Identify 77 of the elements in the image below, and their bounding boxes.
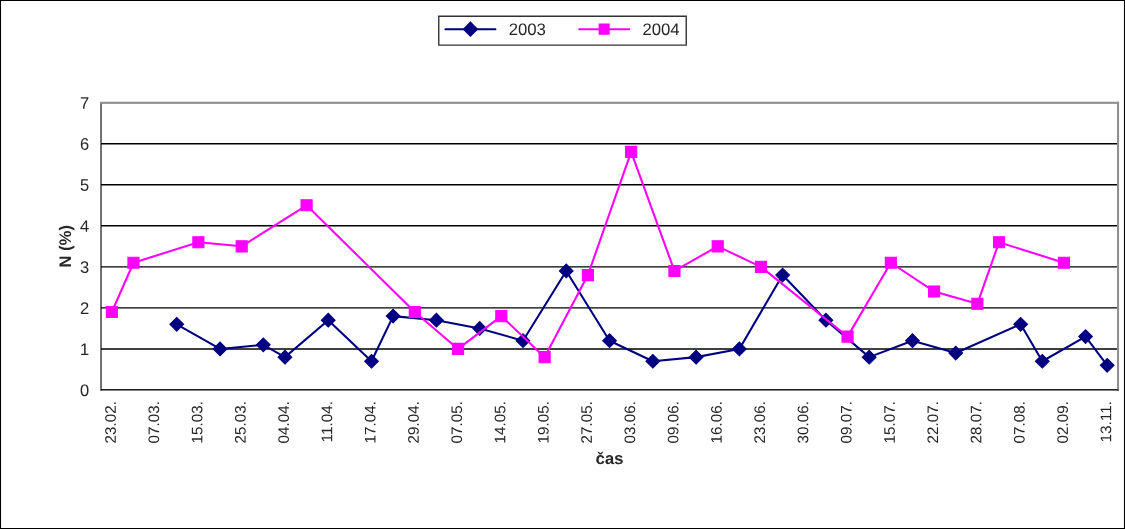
x-axis-title: čas [596, 451, 623, 465]
y-tick-label: 7 [80, 97, 89, 109]
point [948, 345, 964, 361]
point [711, 240, 724, 253]
y-tick-label: 4 [80, 220, 89, 232]
point [928, 285, 941, 298]
point [1013, 316, 1029, 332]
x-tick-label: 17.04. [364, 402, 376, 443]
x-tick-label: 28.07. [970, 402, 982, 443]
point [300, 199, 313, 212]
point [277, 349, 293, 365]
x-tick-label: 19.05. [537, 402, 549, 443]
x-tick-label: 29.04. [408, 402, 419, 443]
point [668, 264, 681, 278]
y-tick-label: 2 [80, 302, 89, 314]
legend-label: 2003 [509, 23, 546, 36]
x-tick-label: 16.06. [711, 402, 722, 443]
x-tick-label: 23.06. [754, 402, 766, 443]
point [1057, 256, 1070, 269]
x-tick-label: 07.03. [148, 402, 160, 443]
point [992, 236, 1006, 249]
point [688, 349, 704, 365]
x-tick-label: 03.06. [624, 402, 636, 443]
y-tick-label: 1 [81, 343, 89, 355]
x-tick-label: 13.11. [1100, 402, 1112, 442]
point [495, 310, 508, 323]
x-tick-label: 14.05. [494, 402, 506, 443]
point [105, 305, 118, 319]
point [971, 297, 984, 310]
x-tick-label: 09.07. [840, 402, 852, 443]
y-tick-label: 6 [80, 138, 89, 150]
point [451, 342, 465, 356]
point [192, 236, 205, 249]
point [558, 263, 574, 279]
point [429, 312, 444, 328]
point [408, 305, 421, 319]
x-tick-label: 30.06. [797, 402, 809, 443]
point [841, 330, 854, 343]
y-tick-label: 5 [80, 179, 89, 191]
x-tick-label: 04.04. [278, 402, 290, 443]
point [127, 256, 140, 269]
point [364, 353, 379, 369]
point [645, 353, 661, 369]
point [754, 260, 768, 273]
point [1099, 357, 1115, 373]
y-axis-title: N (%) [58, 225, 75, 267]
x-tick-label: 23.02. [105, 402, 116, 443]
point [861, 349, 877, 365]
x-tick-label: 09.06. [667, 402, 679, 443]
x-tick-label: 15.07. [884, 402, 895, 443]
point [1078, 329, 1093, 345]
point [775, 267, 791, 283]
point [235, 240, 248, 253]
x-tick-label: 25.03. [234, 402, 246, 443]
point [884, 256, 897, 269]
x-tick-label: 07.08. [1013, 402, 1025, 443]
x-tick-label: 07.05. [451, 402, 463, 443]
point [602, 333, 617, 349]
x-tick-label: 15.03. [191, 402, 203, 443]
point [731, 341, 747, 357]
point [538, 351, 551, 364]
point [212, 341, 228, 357]
point [169, 316, 185, 332]
point [905, 333, 920, 349]
legend-label: 2004 [643, 23, 680, 36]
y-tick-label: 3 [80, 261, 89, 274]
point [581, 268, 594, 282]
x-tick-label: 11.04. [321, 402, 333, 442]
point [255, 337, 271, 353]
point [385, 308, 401, 324]
point [625, 145, 638, 159]
x-tick-label: 02.09. [1057, 402, 1069, 443]
y-tick-label: 0 [80, 384, 89, 397]
point [1034, 353, 1050, 369]
point [320, 312, 336, 328]
x-tick-label: 27.05. [581, 402, 592, 443]
x-tick-label: 22.07. [927, 402, 939, 443]
